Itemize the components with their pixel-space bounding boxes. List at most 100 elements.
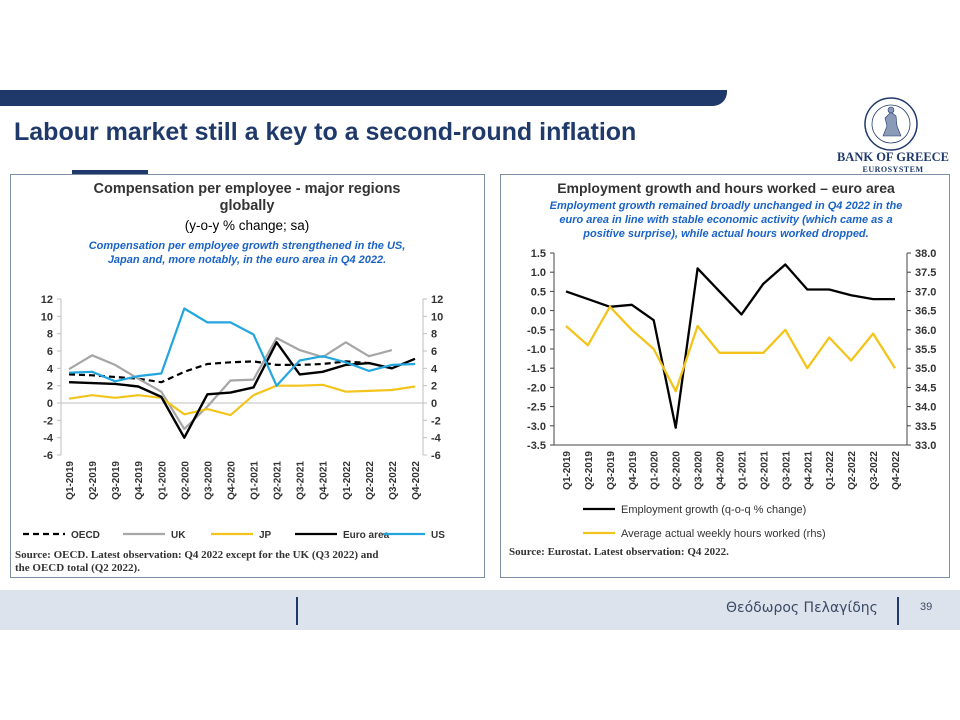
title-underline xyxy=(72,170,148,175)
legend-label: Average actual weekly hours worked (rhs) xyxy=(621,528,826,540)
y-tick-label-left: 4 xyxy=(47,363,54,375)
logo-eurosystem: EUROSYSTEM xyxy=(862,165,924,174)
chart-annotation-line: positive surprise), while actual hours w… xyxy=(582,228,868,240)
y-tick-label-left: -4 xyxy=(43,433,54,445)
chart-annotation-line: Compensation per employee growth strengt… xyxy=(89,240,406,252)
x-tick-label: Q3-2021 xyxy=(296,461,307,500)
y-tick-label-left: 0 xyxy=(47,398,53,410)
y-tick-label-left: 10 xyxy=(41,311,53,323)
y-tick-label-right: 10 xyxy=(431,311,443,323)
footer-divider xyxy=(296,597,298,625)
y-tick-label-right: 36.5 xyxy=(915,306,936,318)
footer-bar xyxy=(0,590,960,630)
y-tick-label-left: -6 xyxy=(43,450,53,462)
legend-label: UK xyxy=(171,530,186,541)
x-tick-label: Q1-2019 xyxy=(65,461,76,500)
x-tick-label: Q3-2020 xyxy=(203,461,214,500)
x-tick-label: Q1-2020 xyxy=(650,451,661,490)
x-tick-label: Q2-2022 xyxy=(365,461,376,500)
x-tick-label: Q1-2019 xyxy=(562,451,573,490)
y-tick-label-right: 34.5 xyxy=(915,382,936,394)
y-tick-label-left: 0.5 xyxy=(531,286,546,298)
y-tick-label-right: 33.5 xyxy=(915,421,936,433)
x-tick-label: Q4-2019 xyxy=(134,461,145,500)
chart-panel-compensation: Compensation per employee - major region… xyxy=(10,174,485,578)
y-tick-label-left: 12 xyxy=(41,294,53,306)
series-line-uk xyxy=(68,336,393,431)
series-line-oecd xyxy=(68,360,369,384)
x-tick-label: Q4-2020 xyxy=(716,451,727,490)
chart-title: Employment growth and hours worked – eur… xyxy=(557,180,895,196)
x-tick-label: Q2-2019 xyxy=(88,461,99,500)
x-tick-label: Q3-2022 xyxy=(388,461,399,500)
x-tick-label: Q1-2022 xyxy=(342,461,353,500)
legend-label: OECD xyxy=(71,530,100,541)
x-tick-label: Q4-2020 xyxy=(226,461,237,500)
chart-annotation-line: euro area in line with stable economic a… xyxy=(559,214,892,226)
y-tick-label-right: 35.5 xyxy=(915,344,936,356)
x-tick-label: Q2-2019 xyxy=(584,451,595,490)
compensation-chart: Compensation per employee - major region… xyxy=(15,181,445,574)
y-tick-label-right: 37.0 xyxy=(915,286,936,298)
legend-label: Employment growth (q-o-q % change) xyxy=(621,504,806,516)
x-tick-label: Q3-2019 xyxy=(111,461,122,500)
y-tick-label-right: 2 xyxy=(431,381,437,393)
y-tick-label-right: 38.0 xyxy=(915,248,936,260)
legend-label: JP xyxy=(259,530,272,541)
y-tick-label-left: -1.5 xyxy=(527,363,546,375)
x-tick-label: Q4-2021 xyxy=(319,461,330,500)
chart-title-line: globally xyxy=(220,198,275,214)
x-tick-label: Q2-2021 xyxy=(759,451,770,490)
x-tick-label: Q2-2020 xyxy=(672,451,683,490)
author-name: Θεόδωρος Πελαγίδης xyxy=(726,600,878,616)
series-line-euro-area xyxy=(68,341,416,439)
x-tick-label: Q3-2019 xyxy=(606,451,617,490)
y-tick-label-left: 1.5 xyxy=(531,248,546,260)
y-tick-label-right: -6 xyxy=(431,450,441,462)
legend-label: US xyxy=(431,530,445,541)
series-line-hours-worked xyxy=(565,305,896,393)
x-tick-label: Q1-2021 xyxy=(737,451,748,490)
chart-title-line: Compensation per employee - major region… xyxy=(94,181,401,197)
y-tick-label-right: 37.5 xyxy=(915,267,936,279)
series-line-us xyxy=(68,307,416,387)
y-tick-label-right: 0 xyxy=(431,398,437,410)
y-tick-label-left: 8 xyxy=(47,329,53,341)
x-tick-label: Q1-2022 xyxy=(825,451,836,490)
x-tick-label: Q4-2022 xyxy=(891,451,902,490)
chart-source-line: Source: OECD. Latest observation: Q4 202… xyxy=(15,549,378,561)
x-tick-label: Q4-2022 xyxy=(411,461,422,500)
y-tick-label-left: -2 xyxy=(43,415,53,427)
employment-chart: Employment growth and hours worked – eur… xyxy=(509,180,936,558)
series-line-employment-growth xyxy=(565,263,895,429)
x-tick-label: Q1-2020 xyxy=(157,461,168,500)
top-banner-bar xyxy=(0,90,727,106)
y-tick-label-left: -3.5 xyxy=(527,440,546,452)
slide-title: Labour market still a key to a second-ro… xyxy=(14,118,637,146)
y-tick-label-right: 34.0 xyxy=(915,402,936,414)
x-tick-label: Q3-2022 xyxy=(869,451,880,490)
chart-source-line: the OECD total (Q2 2022). xyxy=(15,562,140,574)
y-tick-label-left: -1.0 xyxy=(527,344,546,356)
y-tick-label-right: -2 xyxy=(431,415,441,427)
chart-panel-employment: Employment growth and hours worked – eur… xyxy=(500,174,950,578)
y-tick-label-right: 8 xyxy=(431,329,437,341)
x-tick-label: Q2-2020 xyxy=(180,461,191,500)
chart-source: Source: Eurostat. Latest observation: Q4… xyxy=(509,546,729,558)
x-tick-label: Q3-2021 xyxy=(781,451,792,490)
x-tick-label: Q4-2021 xyxy=(803,451,814,490)
y-tick-label-right: 12 xyxy=(431,294,443,306)
y-tick-label-left: -0.5 xyxy=(527,325,546,337)
chart-annotation-line: Japan and, more notably, in the euro are… xyxy=(108,254,386,266)
chart-subtitle: (y-o-y % change; sa) xyxy=(185,218,310,233)
y-tick-label-right: 4 xyxy=(431,363,438,375)
chart-annotation-line: Employment growth remained broadly uncha… xyxy=(550,200,903,212)
y-tick-label-right: 6 xyxy=(431,346,437,358)
x-tick-label: Q2-2022 xyxy=(847,451,858,490)
y-tick-label-right: -4 xyxy=(431,433,442,445)
x-tick-label: Q4-2019 xyxy=(628,451,639,490)
x-tick-label: Q1-2021 xyxy=(250,461,261,500)
x-tick-label: Q3-2020 xyxy=(694,451,705,490)
y-tick-label-right: 35.0 xyxy=(915,363,936,375)
y-tick-label-left: 0.0 xyxy=(531,306,546,318)
